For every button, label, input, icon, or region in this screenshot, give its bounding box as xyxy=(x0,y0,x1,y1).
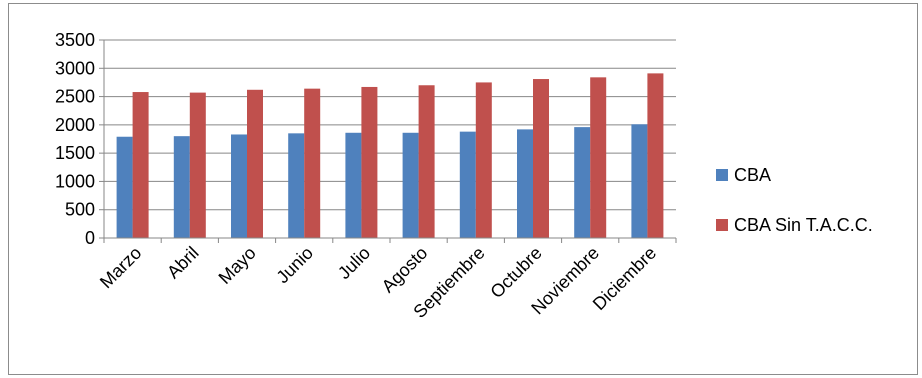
bar-cba-sin-tacc xyxy=(189,92,206,239)
bar-cba xyxy=(231,134,247,238)
y-tick-label: 0 xyxy=(85,228,95,248)
legend: CBA CBA Sin T.A.C.C. xyxy=(716,165,873,235)
x-tick-label: Abril xyxy=(163,243,203,283)
x-tick-label: Marzo xyxy=(96,243,146,293)
bar-cba-sin-tacc xyxy=(304,88,321,238)
legend-swatch xyxy=(716,169,728,181)
legend-swatch xyxy=(716,219,728,231)
x-tick-label: Julio xyxy=(334,243,374,283)
legend-label: CBA xyxy=(734,165,771,185)
y-axis-tick-labels: 0 500 1000 1500 2000 2500 3000 3500 xyxy=(55,30,95,248)
x-tick-label: Junio xyxy=(272,243,317,288)
y-tick-label: 2500 xyxy=(55,87,95,107)
bar-cba-sin-tacc xyxy=(647,73,664,239)
bar-cba xyxy=(402,132,419,238)
bar-cba xyxy=(517,129,533,238)
bar-cba xyxy=(631,124,648,238)
bar-cba-sin-tacc xyxy=(132,92,149,238)
bar-cba xyxy=(116,136,133,238)
bar-cba-sin-tacc xyxy=(533,79,549,238)
legend-label: CBA Sin T.A.C.C. xyxy=(734,215,873,235)
bar-cba xyxy=(173,136,190,238)
axes xyxy=(99,39,677,243)
x-tick-label: Agosto xyxy=(378,243,432,297)
bar-cba xyxy=(345,132,362,238)
y-tick-label: 3000 xyxy=(55,58,95,78)
y-tick-label: 1000 xyxy=(55,171,95,191)
bar-cba xyxy=(288,133,305,238)
y-tick-label: 500 xyxy=(65,200,95,220)
bar-cba xyxy=(574,127,591,238)
y-tick-label: 1500 xyxy=(55,143,95,163)
bar-cba-sin-tacc xyxy=(590,77,607,238)
bars xyxy=(116,73,664,239)
y-tick-label: 3500 xyxy=(55,30,95,50)
bar-cba xyxy=(459,131,476,238)
bar-cba-sin-tacc xyxy=(475,82,492,238)
bar-cba-sin-tacc xyxy=(418,85,435,238)
x-tick-label: Octubre xyxy=(486,243,545,302)
x-axis-tick-labels: Marzo Abril Mayo Junio Julio AgostoSeptiembre… xyxy=(96,243,660,322)
bar-cba-sin-tacc xyxy=(361,86,378,238)
x-tick-label: Mayo xyxy=(215,243,260,288)
bar-cba-sin-tacc xyxy=(247,89,263,238)
y-tick-label: 2000 xyxy=(55,115,95,135)
